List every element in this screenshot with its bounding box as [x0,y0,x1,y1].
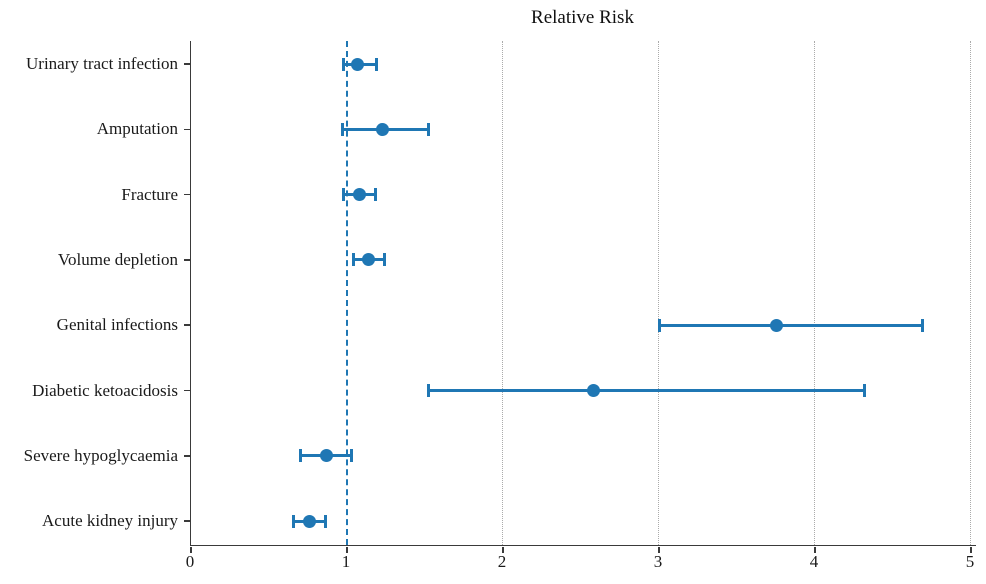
x-tick-label: 2 [497,552,507,571]
gridline [502,41,504,545]
x-axis-tick [502,547,504,553]
reference-line [346,41,348,545]
ci-lower-cap [342,57,346,71]
x-axis-tick [346,547,348,553]
x-axis-tick [658,547,660,553]
y-axis-label: Volume depletion [57,249,178,269]
point-estimate-marker [376,122,390,136]
y-axis-tick [183,324,190,326]
x-axis-tick [190,547,192,553]
error-bar [659,323,923,327]
ci-lower-cap [657,318,661,332]
x-tick-label: 1 [341,552,351,571]
chart-title: Relative Risk [531,7,634,28]
point-estimate-marker [586,384,600,397]
x-axis-tick [814,547,816,553]
y-axis-tick [183,128,190,131]
ci-upper-cap [375,57,379,71]
y-axis-label: Fracture [121,184,178,204]
y-axis-tick [183,520,190,522]
ci-lower-cap [426,384,430,397]
x-axis-tick [970,547,972,553]
gridline [814,41,816,545]
point-estimate-marker [352,188,366,202]
point-estimate-marker [351,57,365,71]
point-estimate-marker [362,253,376,267]
x-tick-label: 3 [653,552,663,571]
ci-lower-cap [292,514,296,528]
x-tick-label: 0 [185,552,195,571]
ci-lower-cap [351,253,355,267]
point-estimate-marker [303,514,317,528]
gridline [970,41,972,545]
error-bar [428,389,865,392]
x-tick-label: 4 [809,552,819,571]
point-estimate-marker [320,449,334,463]
y-axis-label: Genital infections [56,315,178,335]
y-axis-label: Severe hypoglycaemia [23,445,178,465]
y-axis-tick [183,455,190,457]
x-tick-label: 5 [965,552,975,571]
y-axis-label: Urinary tract infection [26,54,178,73]
y-axis-tick [183,63,190,65]
y-axis-label: Acute kidney injury [42,511,178,531]
gridline [658,41,660,545]
ci-lower-cap [340,122,344,136]
ci-lower-cap [342,188,346,202]
y-axis-label: Amputation [96,119,178,139]
plot-area [183,41,976,553]
point-estimate-marker [769,318,783,332]
ci-upper-cap [323,514,327,528]
ci-upper-cap [426,122,430,136]
y-axis-label: Diabetic ketoacidosis [32,380,178,400]
ci-upper-cap [373,188,377,202]
y-axis-tick [183,389,190,392]
ci-upper-cap [921,318,925,332]
ci-upper-cap [350,449,354,463]
y-axis-tick [183,259,190,261]
ci-upper-cap [863,384,867,397]
ci-lower-cap [298,449,302,463]
y-axis-tick [183,193,190,196]
ci-upper-cap [382,253,386,267]
